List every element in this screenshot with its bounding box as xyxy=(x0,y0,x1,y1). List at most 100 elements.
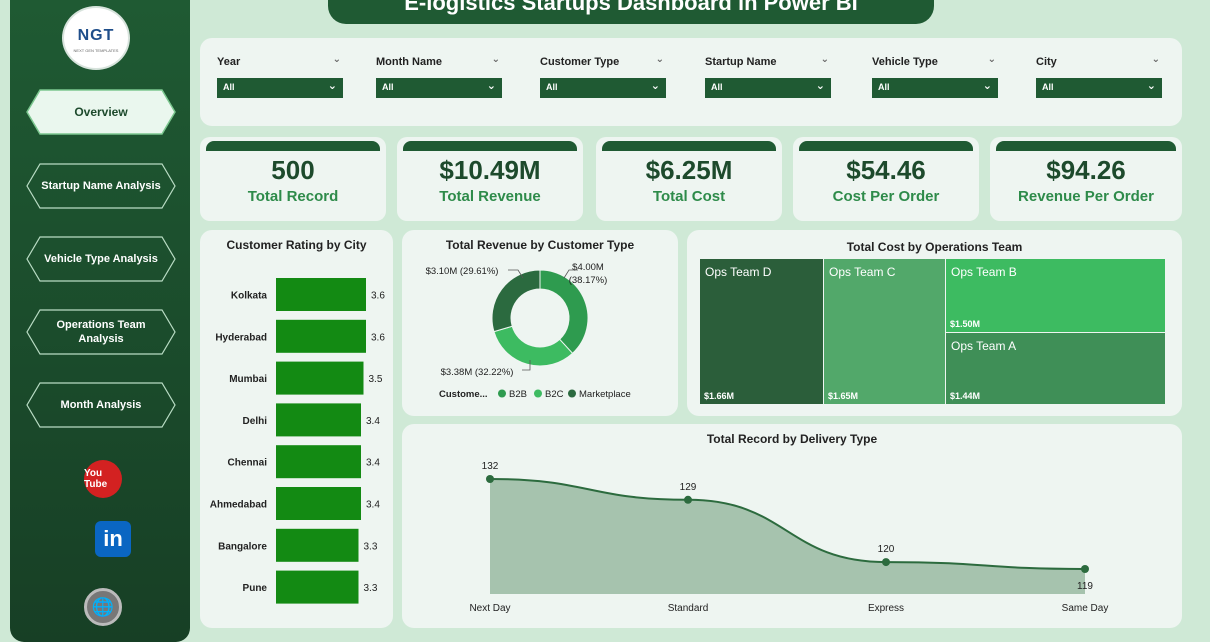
cost-treemap-panel: Total Cost by Operations Team Ops Team D… xyxy=(687,230,1182,416)
kpi-label: Revenue Per Order xyxy=(1018,188,1154,205)
nav-month-analysis[interactable]: Month Analysis xyxy=(26,382,176,428)
donut-slice xyxy=(493,325,574,367)
kpi-value: 500 xyxy=(271,155,315,185)
delivery-area-chart: 132 Next Day 129 Standard 120 Express 119 Same … xyxy=(469,461,1109,614)
nav-startup-name-analysis[interactable]: Startup Name Analysis xyxy=(26,163,176,209)
rating-bar xyxy=(276,278,366,311)
legend-marker xyxy=(568,389,576,398)
treemap-tile-ops-team-c[interactable]: Ops Team C $1.65M xyxy=(824,259,945,404)
legend-label: Marketplace xyxy=(579,389,631,400)
filter-customer-type-value: All xyxy=(546,82,558,92)
bar-category-label: Bangalore xyxy=(218,541,267,552)
rating-bar xyxy=(276,528,359,562)
logo-subtext: NEXT GEN TEMPLATES xyxy=(73,48,119,53)
filter-customer-type-label: Customer Type xyxy=(540,56,620,68)
chevron-down-icon[interactable]: ⌄ xyxy=(820,54,829,65)
bar-value-label: 3.3 xyxy=(364,541,378,552)
filter-startup-name[interactable]: Startup Name ⌄ All ⌄ xyxy=(705,54,831,98)
filter-city-label: City xyxy=(1036,56,1057,68)
delivery-area-panel: Total Record by Delivery Type 132 Next Da… xyxy=(402,424,1182,628)
filter-city-select[interactable]: All ⌄ xyxy=(1036,78,1162,98)
youtube-icon-text: You Tube xyxy=(84,468,108,490)
filter-city[interactable]: City ⌄ All ⌄ xyxy=(1036,54,1162,98)
chevron-down-icon[interactable]: ⌄ xyxy=(1151,54,1160,65)
filter-customer-type-select[interactable]: All ⌄ xyxy=(540,78,666,98)
chevron-down-icon[interactable]: ⌄ xyxy=(491,54,500,65)
donut-leader-line xyxy=(508,269,524,279)
cost-treemap-title: Total Cost by Operations Team xyxy=(846,240,1023,254)
donut-slice-label: $4.00M xyxy=(572,262,604,273)
filters-panel xyxy=(200,38,1182,126)
filter-startup-name-value: All xyxy=(711,82,723,92)
chevron-down-icon: ⌄ xyxy=(650,80,660,92)
donut-slice-label: (38.17%) xyxy=(569,275,608,286)
area-fill xyxy=(490,479,1085,594)
treemap-tile-ops-team-d[interactable]: Ops Team D $1.66M xyxy=(700,259,823,404)
rating-bar xyxy=(276,570,359,604)
bar-category-label: Pune xyxy=(243,583,268,594)
legend-label: B2C xyxy=(545,389,564,400)
rating-bar xyxy=(276,487,361,520)
linkedin-icon-text: in xyxy=(103,526,123,551)
filter-year-select[interactable]: All ⌄ xyxy=(217,78,343,98)
chevron-down-icon[interactable]: ⌄ xyxy=(332,54,341,65)
nav-operations-team-analysis[interactable]: Operations Team Analysis xyxy=(26,309,176,355)
area-value-label: 132 xyxy=(482,461,499,472)
chevron-down-icon[interactable]: ⌄ xyxy=(987,54,996,65)
nav-month-label: Month Analysis xyxy=(60,399,142,411)
donut-slice-label: $3.10M (29.61%) xyxy=(426,266,499,277)
filter-vehicle-type-select[interactable]: All ⌄ xyxy=(872,78,998,98)
nav-vehicle-type-analysis[interactable]: Vehicle Type Analysis xyxy=(26,236,176,282)
filter-month-select[interactable]: All ⌄ xyxy=(376,78,502,98)
linkedin-icon[interactable]: in xyxy=(95,521,131,557)
rating-bar xyxy=(276,445,361,479)
chevron-down-icon: ⌄ xyxy=(815,80,825,92)
legend-marker xyxy=(534,389,542,398)
kpi-header-bar xyxy=(799,141,973,151)
area-category-label: Same Day xyxy=(1062,603,1109,614)
kpi-card-total-revenue: $10.49M Total Revenue xyxy=(397,137,583,221)
kpi-label: Total Record xyxy=(247,188,339,205)
treemap-tile-value: $1.50M xyxy=(950,319,981,329)
bar-category-label: Delhi xyxy=(243,416,268,427)
bar-value-label: 3.5 xyxy=(369,374,383,385)
kpi-card-total-record: 500 Total Record xyxy=(200,137,386,221)
filter-startup-name-select[interactable]: All ⌄ xyxy=(705,78,831,98)
nav-startup-name-label: Startup Name Analysis xyxy=(41,180,161,192)
area-value-label: 120 xyxy=(878,544,895,555)
kpi-card-total-cost: $6.25M Total Cost xyxy=(596,137,782,221)
kpi-value: $6.25M xyxy=(645,155,733,185)
area-category-label: Next Day xyxy=(469,603,510,614)
bar-category-label: Kolkata xyxy=(231,291,268,302)
revenue-donut-panel: Total Revenue by Customer Type $4.00M (38… xyxy=(402,230,678,416)
area-line xyxy=(489,478,1086,570)
bar-value-label: 3.3 xyxy=(364,583,378,594)
legend-label: B2B xyxy=(509,389,527,400)
treemap-tile-name: Ops Team A xyxy=(951,339,1017,353)
treemap-tile-ops-team-b[interactable]: Ops Team B $1.50M xyxy=(946,259,1165,332)
filter-month-name[interactable]: Month Name ⌄ All ⌄ xyxy=(376,54,502,98)
filter-vehicle-type[interactable]: Vehicle Type ⌄ All ⌄ xyxy=(872,54,998,98)
kpi-label: Total Cost xyxy=(652,188,726,205)
chevron-down-icon: ⌄ xyxy=(1146,80,1156,92)
globe-icon[interactable]: 🌐 xyxy=(84,588,122,626)
treemap-tile-ops-team-a[interactable]: Ops Team A $1.44M xyxy=(946,333,1165,404)
kpi-value: $54.46 xyxy=(846,155,926,185)
bar-value-label: 3.6 xyxy=(371,291,385,302)
kpi-card-revenue-per-order: $94.26 Revenue Per Order xyxy=(990,137,1182,221)
filter-customer-type[interactable]: Customer Type ⌄ All ⌄ xyxy=(540,54,666,98)
nav-operations-team-label: Operations Team Analysis xyxy=(56,319,146,345)
nav-overview[interactable]: Overview xyxy=(26,89,176,135)
treemap-tile-name: Ops Team C xyxy=(829,265,896,279)
kpi-header-bar xyxy=(602,141,776,151)
filter-month-label: Month Name xyxy=(376,56,442,68)
chevron-down-icon[interactable]: ⌄ xyxy=(655,54,664,65)
filter-year[interactable]: Year ⌄ All ⌄ xyxy=(217,54,343,98)
treemap-tile-name: Ops Team B xyxy=(951,265,1017,279)
kpi-header-bar xyxy=(206,141,380,151)
kpi-label: Cost Per Order xyxy=(832,188,940,205)
chevron-down-icon: ⌄ xyxy=(486,80,496,92)
donut-slice xyxy=(491,269,541,333)
kpi-value: $94.26 xyxy=(1046,155,1126,185)
youtube-icon[interactable]: You Tube xyxy=(84,460,122,498)
